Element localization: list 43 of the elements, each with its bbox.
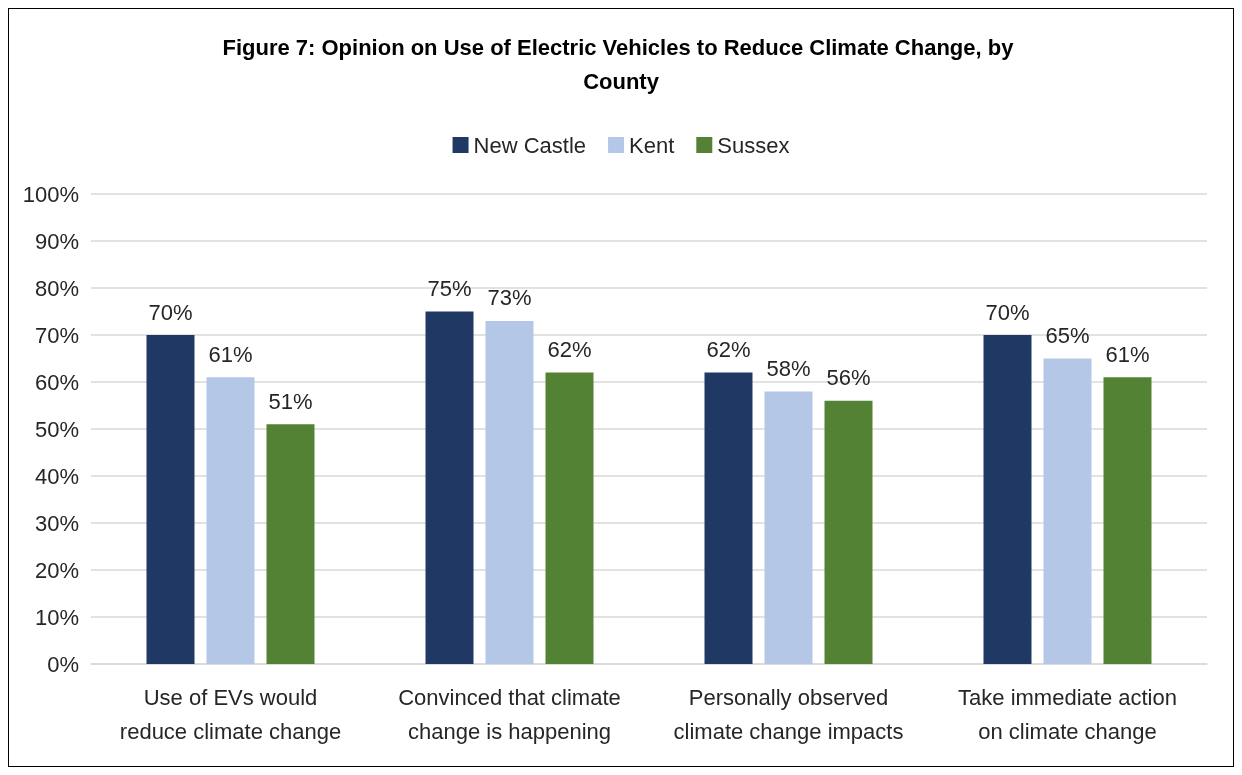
bar [266, 424, 315, 664]
legend-label: Sussex [717, 132, 790, 158]
bar [206, 377, 255, 664]
y-tick-label: 10% [34, 604, 79, 630]
bar [1103, 377, 1152, 664]
data-label: 58% [766, 355, 811, 381]
y-tick-label: 100% [22, 181, 79, 207]
bar [824, 400, 873, 664]
chart-title: Figure 7: Opinion on Use of Electric Vehicles to Reduce Climate Change, by County [222, 34, 1020, 94]
x-tick-label: Personally observed climate change impacts [673, 684, 904, 744]
data-label: 70% [148, 299, 193, 325]
data-label: 56% [826, 365, 871, 391]
data-label: 70% [985, 299, 1030, 325]
data-label: 73% [487, 285, 532, 311]
legend-label: New Castle [473, 132, 587, 158]
bar [425, 311, 474, 664]
y-tick-label: 40% [34, 463, 79, 489]
bar [983, 335, 1032, 664]
bar [764, 391, 813, 664]
y-tick-label: 80% [34, 275, 79, 301]
bar [485, 320, 534, 664]
y-tick-label: 90% [34, 228, 79, 254]
data-label: 62% [547, 337, 592, 363]
x-tick-label: Take immediate action on climate change [958, 684, 1177, 744]
legend-label: Kent [629, 132, 675, 158]
data-label: 62% [706, 337, 751, 363]
bar [146, 335, 195, 664]
y-tick-label: 70% [34, 322, 79, 348]
bar [704, 372, 753, 664]
y-tick-label: 0% [47, 651, 79, 677]
bar [1043, 358, 1092, 664]
data-label: 61% [1105, 341, 1150, 367]
data-label: 65% [1045, 323, 1090, 348]
data-label: 75% [427, 276, 472, 301]
y-tick-label: 30% [34, 510, 79, 536]
y-tick-label: 20% [34, 557, 79, 583]
x-tick-label: Convinced that climate change is happening [398, 684, 621, 744]
data-label: 61% [208, 341, 253, 367]
bar [545, 372, 594, 664]
y-tick-label: 60% [34, 369, 79, 395]
x-tick-label: Use of EVs would reduce climate change [119, 684, 342, 744]
y-tick-label: 50% [34, 416, 79, 442]
data-label: 51% [268, 388, 313, 414]
